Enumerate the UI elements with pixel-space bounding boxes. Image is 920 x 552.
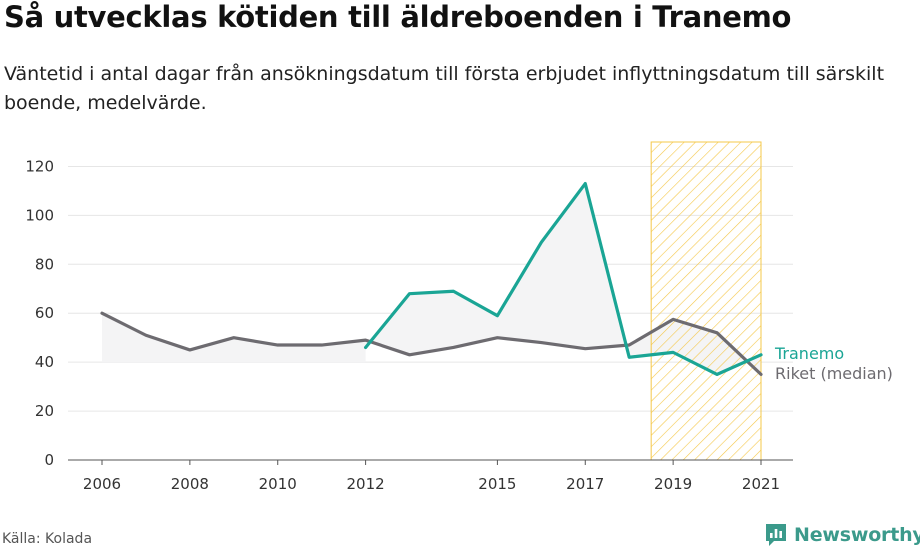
brand-logo[interactable]: Newsworthy: [764, 520, 920, 550]
axes: 0 20 40 60 80 100 120 2006 2008 2010 2012 2015 2017 2…: [25, 157, 793, 493]
y-tick-label: 0: [44, 451, 54, 469]
highlight-band: [650, 141, 762, 461]
series-line-riket: [100, 311, 763, 376]
chart-title: Så utvecklas kötiden till äldreboenden i…: [4, 0, 792, 34]
x-tick-label: 2017: [566, 475, 604, 493]
series-lines: [100, 181, 763, 376]
series-label-riket: Riket (median): [775, 364, 893, 383]
series-line-tranemo: [364, 181, 763, 376]
x-tick-label: 2015: [478, 475, 516, 493]
x-tick-label: 2012: [347, 475, 385, 493]
y-tick-label: 20: [35, 402, 54, 420]
y-tick-label: 80: [35, 255, 54, 273]
brand-name: Newsworthy: [794, 524, 920, 546]
x-tick-label: 2019: [654, 475, 692, 493]
x-tick-label: 2006: [83, 475, 121, 493]
newsworthy-logo-icon: [766, 524, 786, 546]
series-label-tranemo: Tranemo: [774, 344, 844, 363]
highlight-band-rect: [650, 141, 762, 461]
x-tick-label: 2010: [259, 475, 297, 493]
chart-subtitle: Väntetid i antal dagar från ansökningsda…: [4, 63, 885, 114]
x-tick-label: 2008: [171, 475, 209, 493]
y-tick-label: 120: [25, 157, 54, 175]
y-tick-label: 60: [35, 304, 54, 322]
y-tick-label: 100: [25, 206, 54, 224]
y-tick-label: 40: [35, 353, 54, 371]
source-note: Källa: Kolada: [2, 531, 93, 547]
x-tick-label: 2021: [742, 475, 780, 493]
